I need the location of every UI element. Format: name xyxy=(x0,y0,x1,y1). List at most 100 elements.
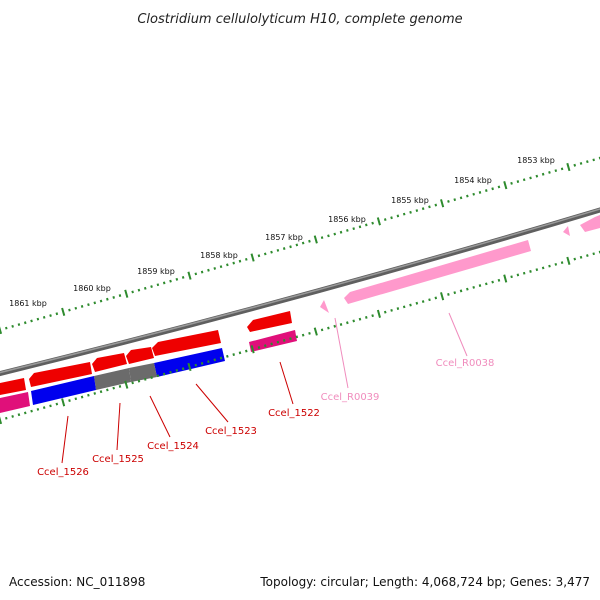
gene-feature-ccel-1523-reverse xyxy=(154,348,225,377)
outer-tick-56 xyxy=(352,227,355,231)
inner-tick-33 xyxy=(207,360,210,364)
outer-tick-65 xyxy=(409,210,412,214)
tick-label-1855: 1855 kbp xyxy=(391,196,429,205)
gene-label-ccel-1526[interactable]: Ccel_1526 xyxy=(37,467,89,478)
inner-tick-39 xyxy=(245,349,248,353)
inner-tick-21 xyxy=(131,381,134,385)
gene-label-ccel-r0038[interactable]: Ccel_R0038 xyxy=(436,358,495,369)
inner-tick-48 xyxy=(301,333,305,337)
outer-tick-93 xyxy=(586,160,589,164)
outer-tick-30 xyxy=(187,271,192,280)
outer-tick-61 xyxy=(383,218,387,221)
inner-tick-68 xyxy=(428,298,431,302)
tick-label-1856: 1856 kbp xyxy=(328,215,366,224)
inner-tick-84 xyxy=(529,270,532,273)
outer-tick-8 xyxy=(49,314,52,317)
outer-tick-36 xyxy=(226,263,229,267)
rna-feature-right-edge xyxy=(580,215,600,232)
inner-tick-27 xyxy=(169,370,172,374)
inner-tick-3 xyxy=(17,413,21,417)
inner-tick-57 xyxy=(358,317,362,321)
outer-tick-90 xyxy=(566,162,571,172)
outer-tick-47 xyxy=(295,243,299,247)
inner-tick-66 xyxy=(415,301,419,305)
label-leader-lines xyxy=(61,312,468,464)
outer-tick-29 xyxy=(181,276,185,279)
gene-label-ccel-r0039[interactable]: Ccel_R0039 xyxy=(321,392,380,403)
outer-tick-19 xyxy=(118,294,122,298)
outer-tick-1 xyxy=(5,326,8,330)
gene-feature-left-edge-reverse xyxy=(0,392,30,413)
gene-label-ccel-1522[interactable]: Ccel_1522 xyxy=(268,408,320,419)
gene-feature-ccel-1524 xyxy=(126,347,154,364)
outer-tick-79 xyxy=(497,185,501,189)
inner-tick-90 xyxy=(566,256,571,265)
tick-label-1853: 1853 kbp xyxy=(517,156,555,165)
gene-feature-ccel-1526 xyxy=(29,362,92,387)
inner-tick-78 xyxy=(491,280,494,284)
forward-strand-features xyxy=(0,215,600,395)
inner-tick-14 xyxy=(87,393,90,397)
outer-tick-73 xyxy=(459,196,463,200)
inner-tick-35 xyxy=(219,356,223,360)
outer-tick-37 xyxy=(232,261,235,265)
outer-tick-45 xyxy=(282,247,286,250)
inner-tick-77 xyxy=(485,282,488,286)
map-title: Clostridium cellulolyticum H10, complete… xyxy=(137,12,462,27)
outer-tick-39 xyxy=(245,257,248,261)
gene-label-ccel-1524[interactable]: Ccel_1524 xyxy=(147,441,199,452)
outer-tick-21 xyxy=(131,290,134,294)
inner-tick-51 xyxy=(320,328,324,332)
tick-label-1854: 1854 kbp xyxy=(454,176,492,185)
outer-tick-87 xyxy=(548,171,551,174)
inner-tick-75 xyxy=(472,285,475,289)
outer-tick-17 xyxy=(106,297,109,301)
gene-feature-left-edge xyxy=(0,378,26,395)
inner-tick-38 xyxy=(238,351,242,355)
gene-feature-ccel-1522 xyxy=(247,311,292,332)
inner-tick-52 xyxy=(327,326,330,330)
inner-tick-50 xyxy=(313,327,318,336)
leader-line-ccel-r0039 xyxy=(334,317,349,389)
tick-label-1859: 1859 kbp xyxy=(137,267,175,276)
inner-tick-94 xyxy=(592,252,595,256)
inner-tick-92 xyxy=(579,255,583,259)
outer-tick-88 xyxy=(554,169,558,173)
outer-tick-85 xyxy=(535,174,539,178)
outer-tick-9 xyxy=(55,312,59,316)
outer-tick-62 xyxy=(390,216,393,220)
outer-tick-54 xyxy=(339,230,343,234)
inner-tick-80 xyxy=(503,274,508,283)
outer-tick-12 xyxy=(74,306,78,310)
outer-tick-63 xyxy=(396,214,400,218)
inner-tick-60 xyxy=(376,309,381,318)
outer-tick-6 xyxy=(36,317,40,321)
outer-tick-16 xyxy=(99,299,103,303)
tick-label-1858: 1858 kbp xyxy=(200,251,238,260)
outer-tick-67 xyxy=(421,207,425,211)
outer-tick-92 xyxy=(579,162,583,165)
inner-tick-5 xyxy=(30,409,33,413)
gene-label-ccel-1525[interactable]: Ccel_1525 xyxy=(92,454,144,465)
inner-tick-24 xyxy=(150,376,153,379)
inner-tick-55 xyxy=(346,321,349,325)
inner-tick-54 xyxy=(339,323,343,326)
inner-tick-25 xyxy=(156,374,160,378)
rna-feature-ccel-r0039 xyxy=(320,300,329,313)
gene-feature-ccel-1525 xyxy=(92,353,127,372)
reverse-strand-features xyxy=(0,330,297,413)
outer-tick-41 xyxy=(257,254,261,258)
outer-tick-18 xyxy=(112,296,115,299)
outer-tick-46 xyxy=(289,245,292,249)
outer-tick-84 xyxy=(529,176,532,180)
gene-label-ccel-1523[interactable]: Ccel_1523 xyxy=(205,426,257,437)
rna-feature-ccel-r0038 xyxy=(344,240,531,304)
outer-tick-80 xyxy=(503,181,508,190)
inner-tick-88 xyxy=(554,262,558,266)
outer-tick-76 xyxy=(478,190,482,194)
inner-tick-30 xyxy=(187,362,192,372)
outer-tick-83 xyxy=(522,178,526,182)
gene-feature-ccel-1525-reverse xyxy=(94,368,131,390)
inner-tick-82 xyxy=(516,273,520,277)
